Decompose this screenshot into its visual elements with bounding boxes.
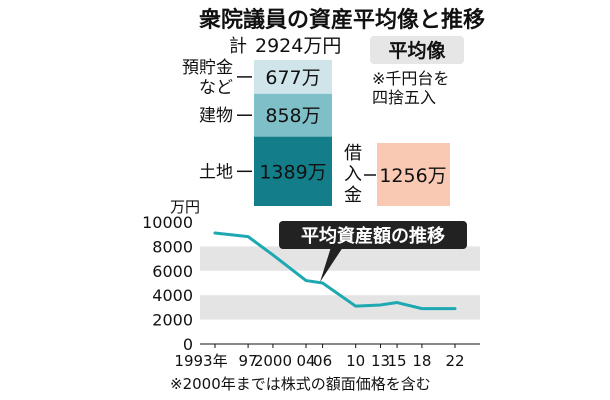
loan-box bbox=[377, 143, 450, 206]
rounding-note-line-2: 四捨五入 bbox=[372, 88, 436, 107]
y-tick-label-5: 8000 bbox=[152, 237, 193, 256]
x-tick-label-9: 18 bbox=[412, 352, 431, 370]
badge-pointer bbox=[320, 244, 345, 282]
line-badge: 平均資産額の推移 bbox=[279, 221, 467, 282]
y-axis-ticks: 0 2000 4000 6000 8000 10000 bbox=[142, 213, 193, 354]
asset-stack: 677万 858万 1389万 bbox=[254, 60, 332, 206]
series-line bbox=[213, 231, 457, 311]
series-point-5 bbox=[321, 281, 324, 285]
stack-segment-1 bbox=[254, 60, 332, 94]
x-tick-label-7: 13 bbox=[371, 352, 390, 370]
x-tick-label-4: 04 bbox=[296, 352, 315, 370]
series-point-2 bbox=[246, 235, 250, 238]
loan-label-char-1: 借 bbox=[344, 143, 362, 164]
loan-label-char-3: 金 bbox=[344, 185, 362, 206]
tag-background bbox=[370, 36, 464, 64]
x-tick-label-8: 15 bbox=[388, 352, 407, 370]
rounding-note-line-1: ※千円台を bbox=[372, 69, 449, 88]
badge-background bbox=[279, 221, 467, 249]
series-point-7 bbox=[379, 303, 382, 307]
x-tick-label-1: 1993年 bbox=[174, 352, 227, 370]
y-tick-label-1: 0 bbox=[183, 335, 193, 354]
stack-segment-3 bbox=[254, 136, 332, 206]
series-point-3 bbox=[271, 253, 275, 257]
stack-segment-value-2: 858万 bbox=[265, 105, 320, 127]
x-tick-label-2: 97 bbox=[239, 352, 258, 370]
stack-segment-label-2-1: 建物 bbox=[199, 106, 233, 126]
stack-segment-label-1-2: など bbox=[199, 78, 233, 98]
series-polyline bbox=[213, 231, 457, 311]
series-point-6 bbox=[354, 304, 357, 308]
loan-label-char-2: 入 bbox=[344, 164, 362, 185]
loan-group: 借 入 金 1256万 bbox=[344, 143, 450, 206]
total-value: 2924万円 bbox=[255, 35, 341, 57]
x-tick-label-10: 22 bbox=[445, 352, 464, 370]
x-tick-label-5: 06 bbox=[313, 352, 332, 370]
series-point-4 bbox=[304, 279, 308, 282]
tag-label: 平均像 bbox=[388, 39, 446, 62]
footnote: ※2000年までは株式の額面価格を含む bbox=[170, 375, 431, 393]
y-tick-label-4: 6000 bbox=[152, 262, 193, 281]
badge-label: 平均資産額の推移 bbox=[301, 225, 445, 247]
chart-title: 衆院議員の資産平均像と推移 bbox=[199, 7, 485, 33]
series-point-8 bbox=[395, 301, 399, 304]
stack-segment-label-1-1: 預貯金 bbox=[182, 58, 233, 78]
loan-value: 1256万 bbox=[379, 165, 446, 187]
stack-segment-value-1: 677万 bbox=[265, 67, 320, 89]
y-tick-label-2: 2000 bbox=[152, 311, 193, 330]
series-point-1 bbox=[213, 231, 217, 235]
y-tick-label-3: 4000 bbox=[152, 286, 193, 305]
stack-segment-label-3-1: 土地 bbox=[199, 162, 233, 182]
x-tick-label-6: 10 bbox=[346, 352, 365, 370]
series-point-9 bbox=[420, 307, 424, 310]
stack-segment-value-3: 1389万 bbox=[259, 161, 326, 183]
x-tick-label-3: 2000 bbox=[254, 352, 292, 370]
y-axis-unit: 万円 bbox=[170, 198, 200, 216]
y-tick-label-6: 10000 bbox=[142, 213, 193, 232]
series-point-10 bbox=[453, 307, 457, 310]
stack-segment-2 bbox=[254, 93, 332, 137]
total-prefix: 計 bbox=[229, 36, 247, 57]
